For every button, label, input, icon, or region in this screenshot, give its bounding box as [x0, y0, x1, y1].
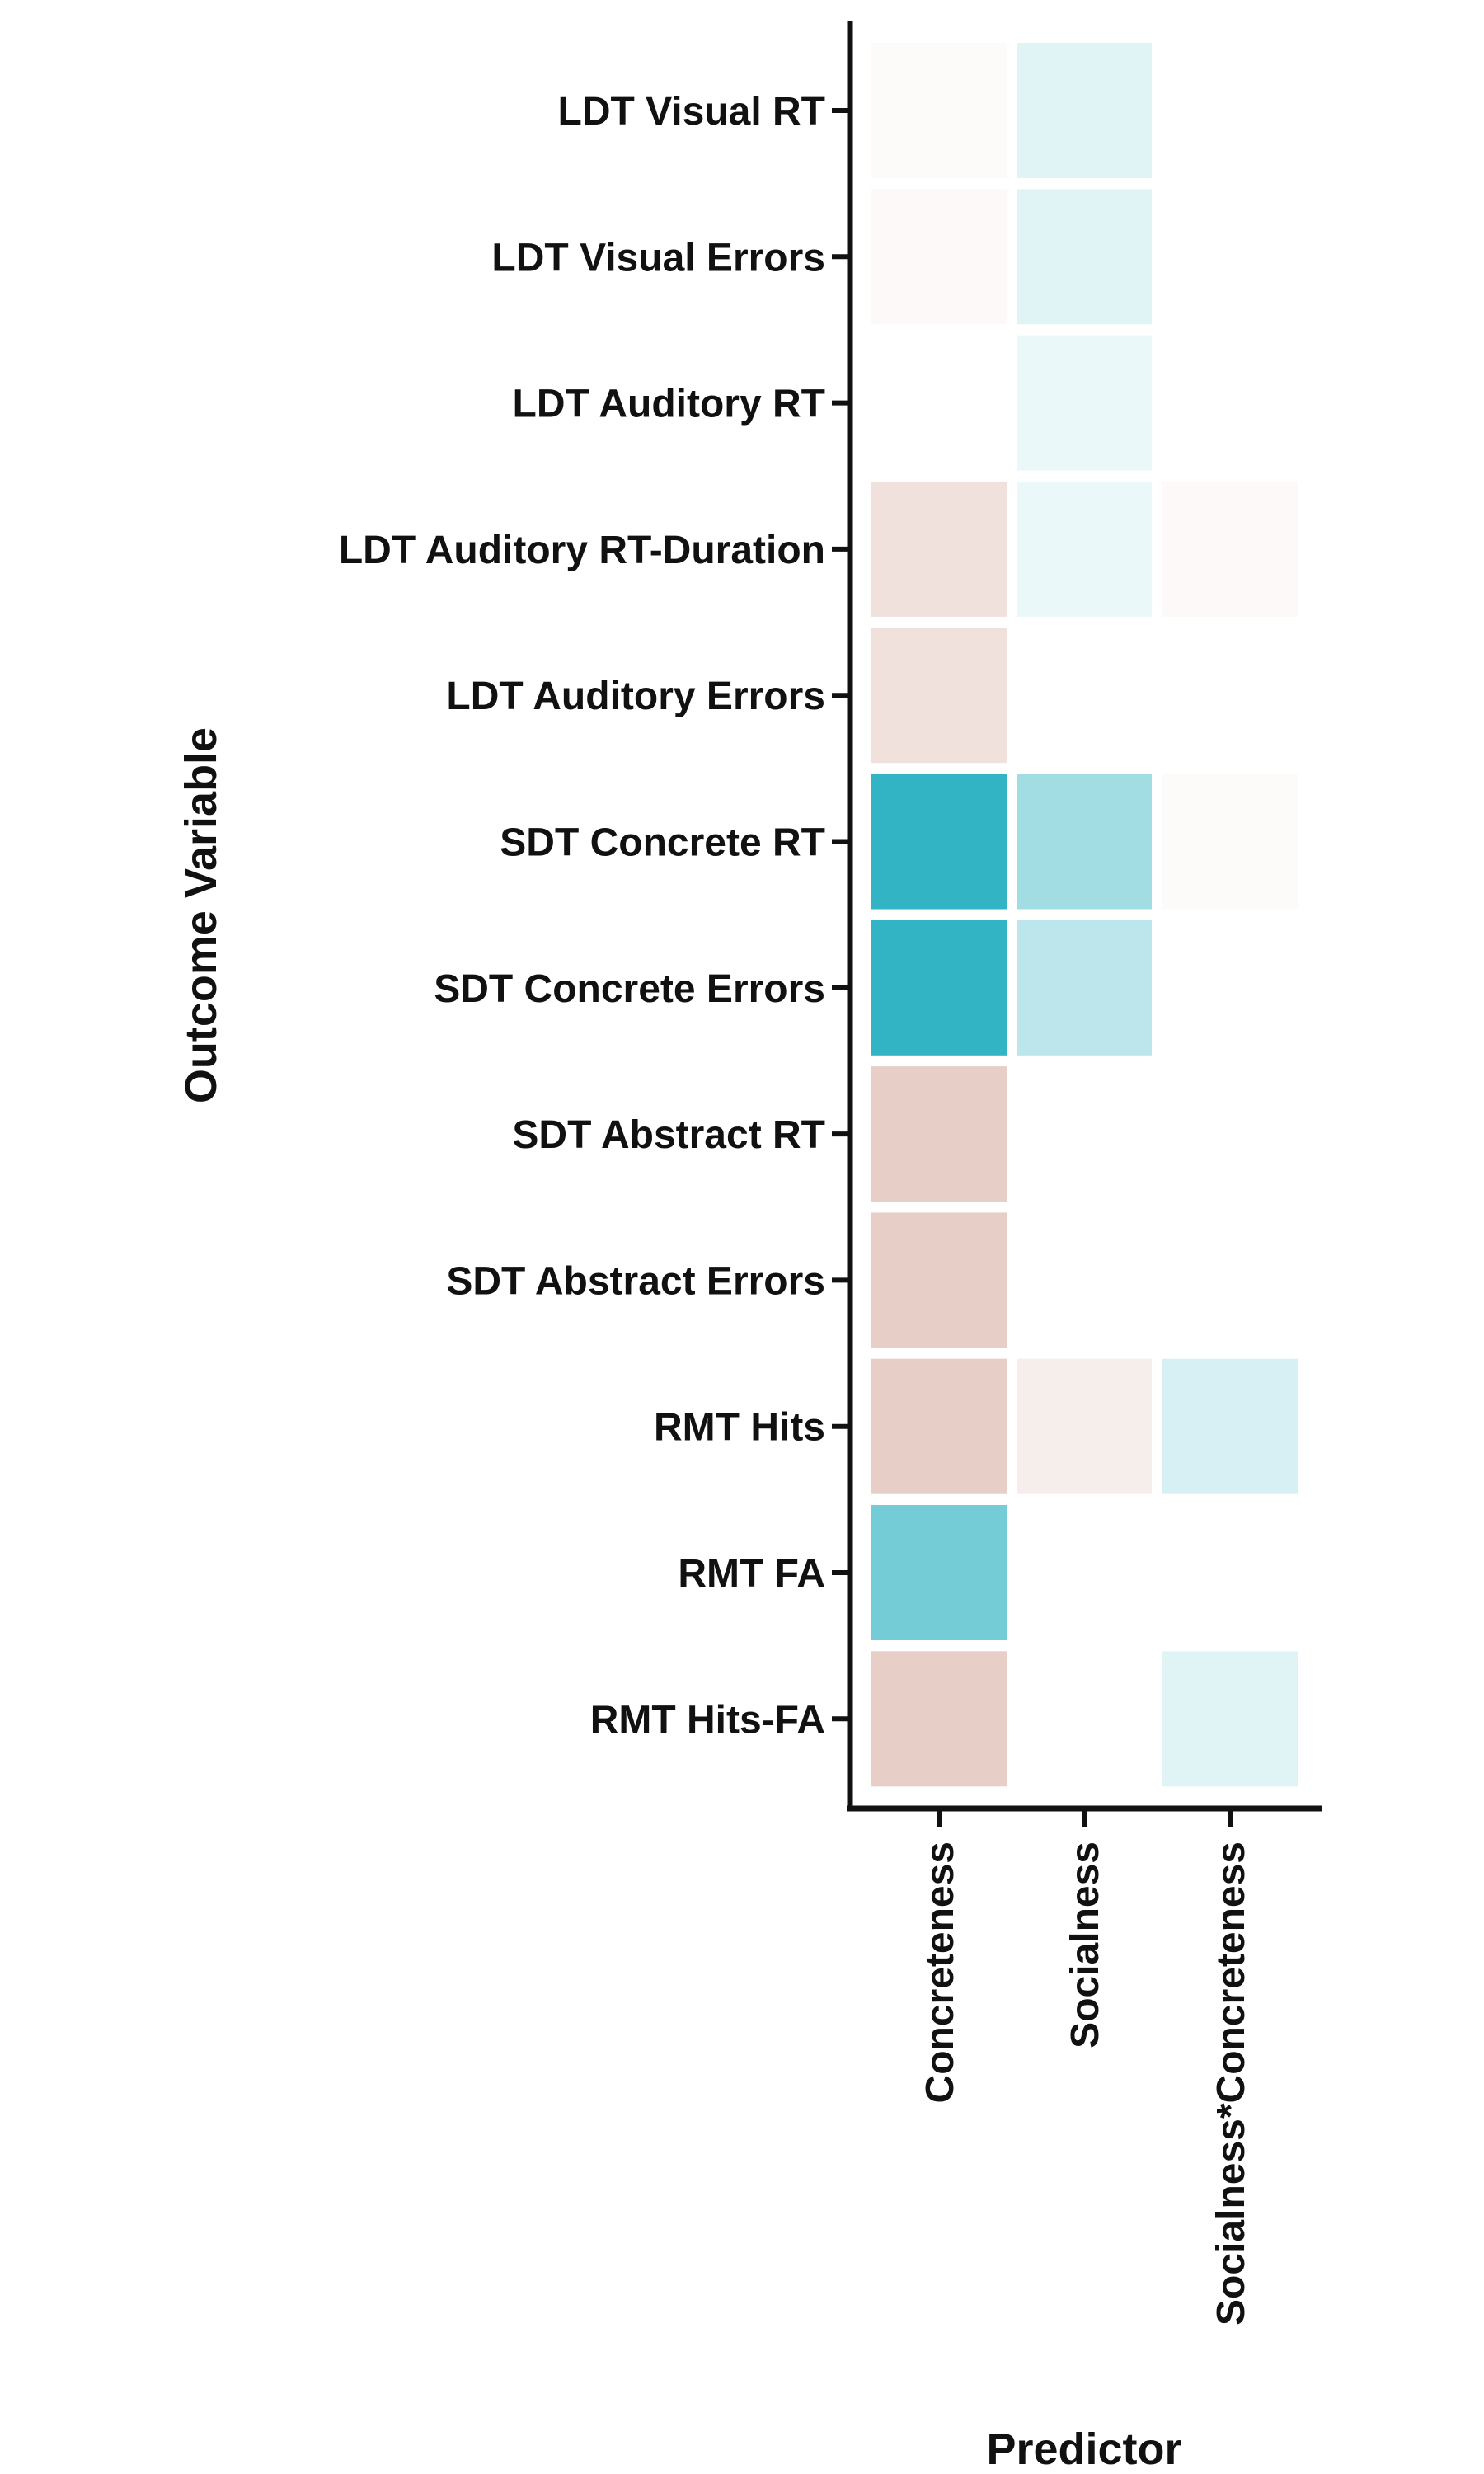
y-tick-label: RMT Hits-FA: [590, 1698, 825, 1742]
heatmap-cell-rmt-hits-socialness-concreteness: [1162, 1358, 1298, 1494]
heatmap-cells: [871, 43, 1298, 1787]
heatmap-cell-rmt-hits-fa-socialness-concreteness: [1162, 1651, 1298, 1787]
y-axis-ticks: LDT Visual RT LDT Visual Errors LDT Audito…: [339, 90, 850, 1742]
heatmap-cell-ldt-auditory-rt-duration-concreteness: [871, 481, 1007, 617]
y-tick-label: LDT Auditory RT: [513, 383, 826, 426]
x-axis-ticks: Concreteness Socialness Socialness*Concret…: [918, 1808, 1253, 2326]
y-tick-label: SDT Abstract Errors: [446, 1259, 825, 1303]
y-tick-label: RMT Hits: [654, 1406, 825, 1450]
heatmap-cell-ldt-visual-rt-socialness: [1017, 43, 1152, 178]
y-tick-label: SDT Concrete Errors: [434, 967, 825, 1011]
heatmap-cell-ldt-visual-errors-concreteness: [871, 189, 1007, 325]
x-tick-label: Socialness*Concreteness: [1209, 1841, 1253, 2326]
x-tick-label: Socialness: [1064, 1841, 1107, 2048]
heatmap-cell-sdt-abstract-errors-concreteness: [871, 1212, 1007, 1348]
heatmap-cell-ldt-auditory-rt-duration-socialness: [1017, 481, 1152, 617]
heatmap-cell-rmt-hits-socialness: [1017, 1358, 1152, 1494]
heatmap-cell-rmt-hits-fa-concreteness: [871, 1651, 1007, 1787]
heatmap-cell-rmt-hits-concreteness: [871, 1358, 1007, 1494]
y-tick-label: SDT Abstract RT: [512, 1113, 825, 1157]
y-tick-label: LDT Auditory Errors: [446, 675, 825, 718]
heatmap-cell-sdt-concrete-rt-socialness: [1017, 774, 1152, 910]
heatmap-cell-ldt-auditory-rt-socialness: [1017, 335, 1152, 471]
y-tick-label: LDT Visual RT: [558, 90, 826, 134]
heatmap-cell-sdt-abstract-rt-concreteness: [871, 1066, 1007, 1202]
heatmap-cell-sdt-concrete-rt-concreteness: [871, 774, 1007, 910]
y-tick-label: LDT Visual Errors: [491, 236, 825, 280]
heatmap-cell-sdt-concrete-rt-socialness-concreteness: [1162, 774, 1298, 910]
y-tick-label: LDT Auditory RT-Duration: [339, 529, 825, 572]
heatmap-cell-sdt-concrete-errors-socialness: [1017, 920, 1152, 1056]
y-axis-title: Outcome Variable: [176, 727, 226, 1103]
x-tick-label: Concreteness: [918, 1841, 962, 2103]
heatmap-cell-ldt-auditory-rt-duration-socialness-concreteness: [1162, 481, 1298, 617]
y-tick-label: SDT Concrete RT: [500, 821, 825, 865]
heatmap-cell-ldt-visual-rt-concreteness: [871, 43, 1007, 178]
heatmap-cell-ldt-visual-errors-socialness: [1017, 189, 1152, 325]
heatmap-cell-sdt-concrete-errors-concreteness: [871, 920, 1007, 1056]
heatmap-cell-rmt-fa-concreteness: [871, 1505, 1007, 1640]
x-axis-title: Predictor: [986, 2425, 1181, 2474]
y-tick-label: RMT FA: [678, 1552, 825, 1596]
heatmap-cell-ldt-auditory-errors-concreteness: [871, 628, 1007, 764]
